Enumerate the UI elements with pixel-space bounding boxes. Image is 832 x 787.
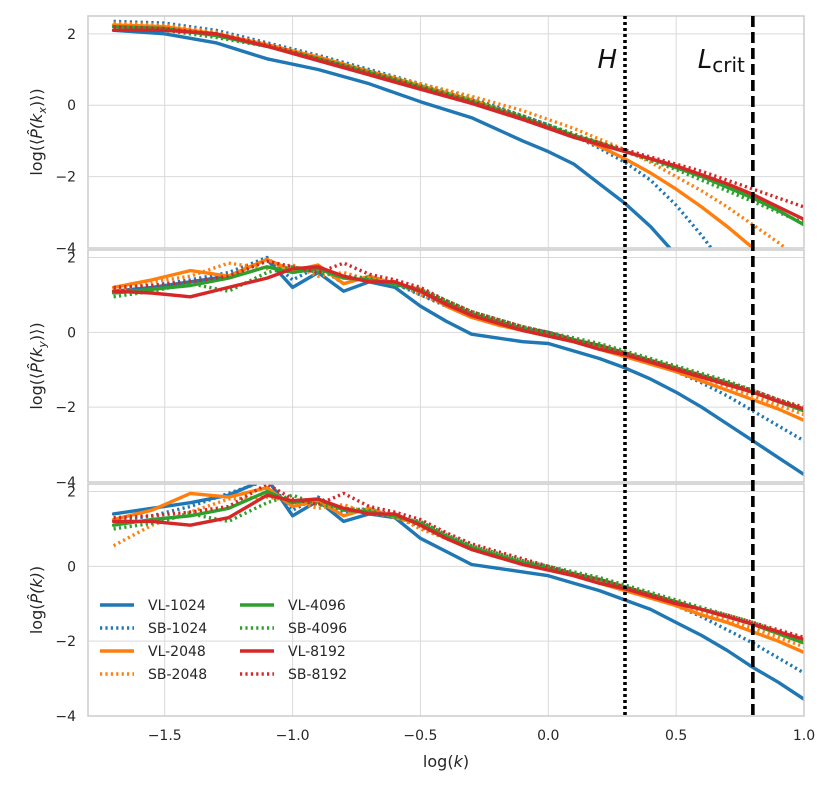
panels: −4−202log(⟨P̂(kx)⟩)−4−202log(⟨P̂(ky)⟩)−4… (27, 15, 805, 725)
panel-2-y-tick-label-3: 2 (67, 250, 76, 266)
x-tick-label-4: 0.5 (665, 728, 687, 744)
panel-2-y-tick-label-1: −2 (55, 400, 76, 416)
legend-label-sb-2048: SB-2048 (148, 667, 207, 683)
legend-label-sb-8192: SB-8192 (288, 667, 347, 683)
panel-2-series-vl-4096 (111, 265, 804, 413)
panel-1-y-tick-label-0: −4 (55, 241, 76, 257)
x-axis-label: log(k) (423, 752, 469, 771)
panel-2: −4 −2 0 2 log(⟨P̂(ky)⟩) (27, 249, 805, 491)
x-tick-label-5: 1.0 (793, 728, 815, 744)
legend-label-sb-4096: SB-4096 (288, 621, 347, 637)
panel-3-y-tick-label-3: 2 (67, 484, 76, 500)
legend-label-vl-2048: VL-2048 (148, 644, 206, 660)
x-tick-label-3: 0.0 (537, 728, 559, 744)
panel-2-frame (87, 249, 805, 483)
panel-1-series-vl-1024 (111, 28, 673, 248)
panel-3-y-tick-label-1: −2 (55, 634, 76, 650)
panel-3-y-tick-label-2: 0 (67, 559, 76, 575)
legend-label-sb-1024: SB-1024 (148, 621, 207, 637)
reference-lines: H Lcrit (597, 16, 755, 716)
panel-1-series-sb-2048 (113, 21, 789, 248)
x-axis: −1.5 −1.0 −0.5 0.0 0.5 1.0 (148, 728, 815, 744)
legend: VL-1024 SB-1024 VL-2048 SB-2048 VL-4096 SB-40… (100, 598, 347, 683)
panel-1: −4 −2 0 2 log(⟨P̂(kx)⟩) (27, 15, 805, 257)
panel-2-y-axis-label: log(⟨P̂(ky)⟩) (27, 322, 49, 409)
panel-3-series (111, 484, 804, 701)
panel-2-series-sb-4096 (113, 265, 804, 411)
x-tick-label-2: −0.5 (403, 728, 437, 744)
x-tick-label-0: −1.5 (148, 728, 182, 744)
panel-2-series-vl-2048 (111, 257, 804, 422)
vline-h-label: H (597, 45, 617, 75)
panel-3-y-tick-label-0: −4 (55, 709, 76, 725)
panel-2-y-tick-label-2: 0 (67, 325, 76, 341)
panel-1-y-axis-label: log(⟨P̂(kx)⟩) (27, 88, 49, 175)
panel-3: −4 −2 0 2 log(P̂(k)) (27, 483, 805, 725)
legend-label-vl-4096: VL-4096 (288, 598, 346, 614)
panel-1-y-tick-label-3: 2 (67, 27, 76, 43)
panel-2-y-tick-label-0: −4 (55, 475, 76, 491)
panel-1-y-tick-label-2: 0 (67, 98, 76, 114)
panel-1-series (111, 19, 804, 248)
panel-2-series-vl-1024 (111, 257, 804, 477)
panel-2-series-vl-8192 (111, 265, 804, 411)
x-tick-label-1: −1.0 (276, 728, 310, 744)
panel-3-y-axis-label: log(P̂(k)) (27, 566, 46, 634)
panel-2-series (111, 255, 804, 477)
panel-1-frame (87, 15, 805, 249)
panel-3-frame (87, 483, 805, 717)
panel-1-series-sb-8192 (113, 25, 804, 209)
panel-3-series-sb-8192 (113, 484, 804, 640)
vline-l-crit-label: Lcrit (698, 45, 745, 77)
panel-1-y-tick-label-1: −2 (55, 170, 76, 186)
legend-label-vl-1024: VL-1024 (148, 598, 206, 614)
legend-label-vl-8192: VL-8192 (288, 644, 346, 660)
